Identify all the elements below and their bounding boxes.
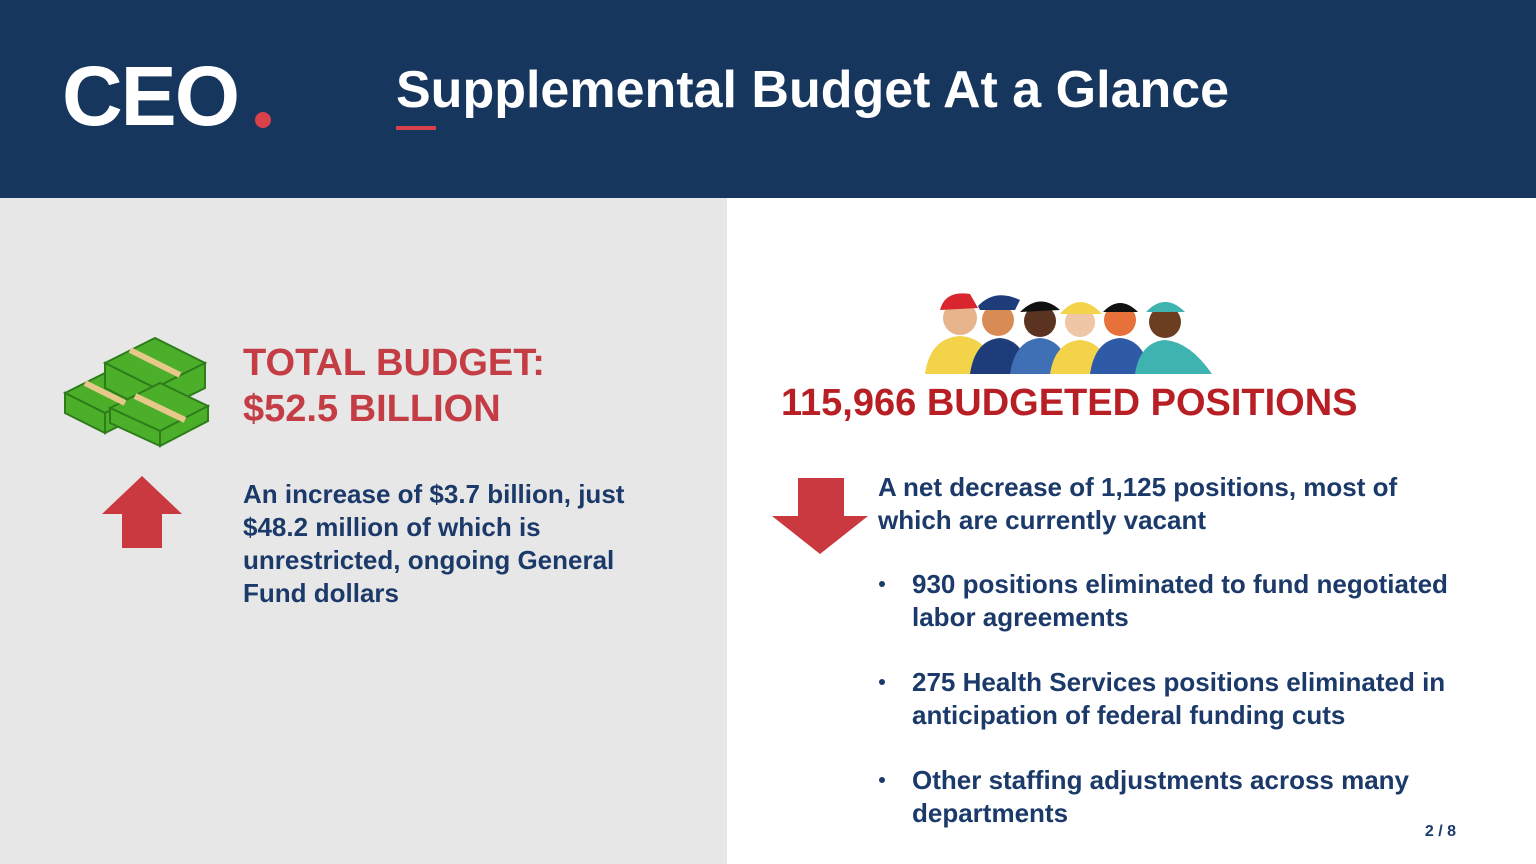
up-arrow [102,476,182,548]
slide-title: Supplemental Budget At a Glance [396,61,1230,119]
positions-heading: 115,966 BUDGETED POSITIONS [781,382,1358,424]
bullet-marker [879,581,885,587]
positions-description: A net decrease of 1,125 positions, most … [878,472,1398,535]
bullet-text: 930 positions eliminated to fund negotia… [912,569,1448,632]
page-number: 2 / 8 [1424,823,1456,840]
bullet-text: Other staffing adjustments across many d… [912,765,1410,828]
budget-description: An increase of $3.7 billion, just $48.2 … [243,479,625,608]
bullet-dot [878,766,892,783]
budget-heading: TOTAL BUDGET: [243,342,545,384]
left-panel [0,198,727,864]
bullet-text: 275 Health Services positions eliminated… [912,667,1446,730]
budget-heading: $52.5 BILLION [243,388,501,430]
bullet-marker [879,777,885,783]
logo-dot [255,112,271,128]
money-icon [62,336,211,448]
header-bar [0,0,1536,198]
title-underline [396,126,436,130]
bullet-dot [878,570,892,587]
down-arrow [772,478,868,554]
logo: CEO [62,49,240,143]
bullet-marker [879,679,885,685]
bullet-dot [878,668,892,685]
workers-icon [925,293,1212,374]
